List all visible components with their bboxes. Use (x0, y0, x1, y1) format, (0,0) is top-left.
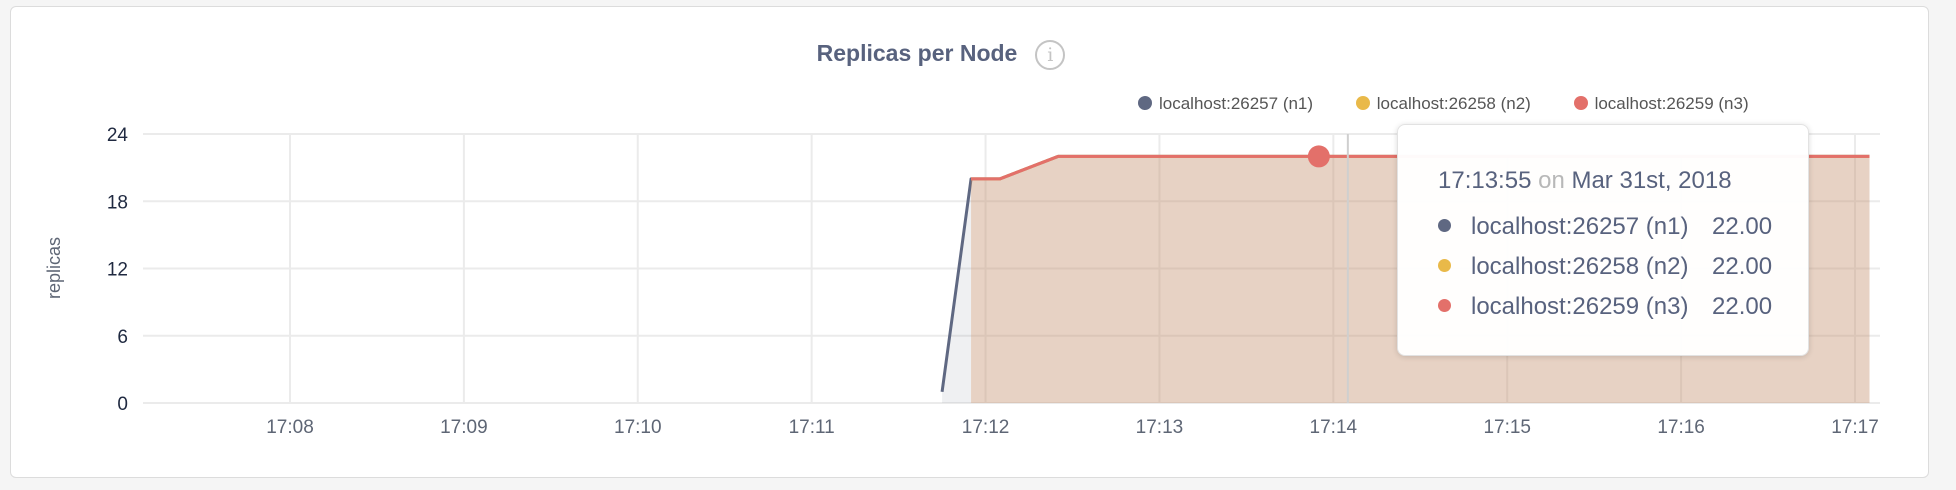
tooltip-time: 17:13:55 (1438, 167, 1532, 194)
tooltip-row-label: localhost:26258 (n2) (1471, 253, 1689, 280)
x-tick-label: 17:13 (1136, 417, 1184, 438)
x-tick-label: 17:12 (962, 417, 1010, 438)
y-axis-label: replicas (44, 237, 64, 299)
tooltip-header: 17:13:55 on Mar 31st, 2018 (1438, 167, 1732, 195)
series-dot (1438, 259, 1451, 272)
y-tick-label: 18 (107, 192, 128, 213)
x-tick-label: 17:11 (789, 417, 835, 438)
tooltip-date: Mar 31st, 2018 (1571, 167, 1732, 194)
hover-tooltip: 17:13:55 on Mar 31st, 2018 localhost:262… (1397, 124, 1809, 356)
x-tick-label: 17:15 (1483, 417, 1531, 438)
x-tick-label: 17:16 (1657, 417, 1705, 438)
chart-title-wrap: Replicas per Node i (0, 40, 1882, 70)
legend-label: localhost:26259 (n3) (1594, 94, 1749, 113)
series-dot (1438, 299, 1451, 312)
tooltip-row: localhost:26257 (n1) 22.00 (1438, 213, 1772, 241)
y-tick-label: 6 (117, 327, 128, 348)
chart-title: Replicas per Node (816, 40, 1018, 67)
tooltip-row-label: localhost:26259 (n3) (1471, 293, 1689, 320)
info-circle-icon[interactable]: i (1035, 40, 1066, 70)
legend-dot (1138, 96, 1152, 110)
legend-item-n3[interactable]: localhost:26259 (n3) (1573, 94, 1749, 113)
tooltip-row-value: 22.00 (1712, 213, 1773, 240)
y-tick-label: 0 (117, 394, 128, 415)
x-tick-label: 17:14 (1310, 417, 1358, 438)
legend-dot (1573, 96, 1588, 110)
legend-label: localhost:26258 (n2) (1376, 94, 1531, 113)
legend-label: localhost:26257 (n1) (1159, 94, 1314, 113)
y-tick-label: 12 (107, 260, 128, 281)
x-tick-label: 17:10 (614, 417, 662, 438)
legend-item-n1[interactable]: localhost:26257 (n1) (1138, 94, 1313, 113)
hover-point (1307, 145, 1330, 168)
y-tick-label: 24 (107, 125, 129, 146)
legend-item-n2[interactable]: localhost:26258 (n2) (1355, 94, 1531, 113)
tooltip-row-label: localhost:26257 (n1) (1471, 213, 1689, 240)
tooltip-row-value: 22.00 (1712, 253, 1773, 280)
x-tick-label: 17:17 (1831, 417, 1879, 438)
tooltip-row-value: 22.00 (1712, 293, 1773, 320)
tooltip-on: on (1538, 167, 1565, 194)
series-dot (1438, 219, 1451, 232)
tooltip-row: localhost:26259 (n3) 22.00 (1438, 293, 1772, 321)
tooltip-row: localhost:26258 (n2) 22.00 (1438, 253, 1772, 281)
x-tick-label: 17:08 (266, 417, 314, 438)
legend-dot (1355, 96, 1370, 110)
legend: localhost:26257 (n1) localhost:26258 (n2… (1138, 94, 1787, 114)
x-tick-label: 17:09 (440, 417, 488, 438)
